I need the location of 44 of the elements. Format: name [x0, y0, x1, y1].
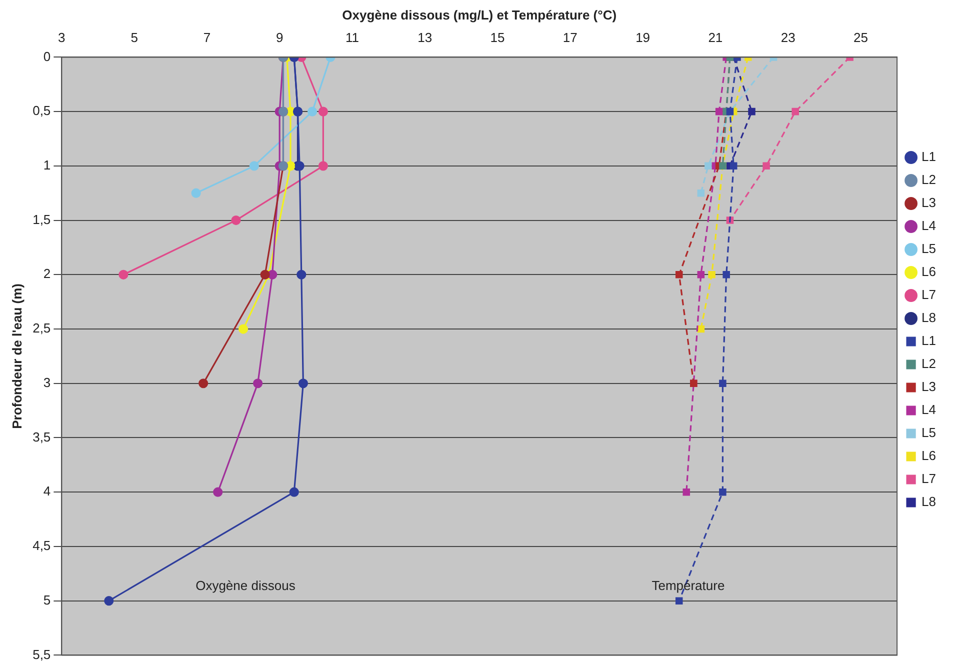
y-tick-label: 2: [43, 266, 51, 282]
x-tick-label: 9: [276, 30, 284, 45]
annotation: Température: [652, 578, 725, 594]
legend-label: L8: [922, 310, 936, 326]
legend-label: L4: [922, 218, 936, 234]
y-tick-label: 5,5: [32, 646, 51, 662]
y-tick-label: 1: [43, 158, 51, 173]
y-axis-title: Profondeur de l'eau (m): [9, 284, 24, 429]
legend-label: L2: [922, 172, 936, 188]
x-tick-label: 13: [418, 30, 432, 45]
y-tick-label: 1,5: [32, 212, 51, 227]
annotation: Oxygène dissous: [196, 578, 296, 594]
legend-label: L7: [922, 287, 936, 302]
y-tick-label: 0,5: [32, 103, 51, 118]
y-tick-label: 3,5: [32, 429, 51, 444]
y-tick-label: 5: [43, 592, 51, 608]
x-tick-label: 23: [780, 30, 796, 45]
legend-label: L6: [922, 264, 936, 280]
x-tick-label: 17: [562, 30, 578, 45]
x-axis-title: Oxygène dissous (mg/L) et Température (°C): [342, 7, 617, 22]
legend-label: L1: [922, 333, 936, 348]
y-tick-label: 4,5: [32, 538, 51, 554]
x-tick-label: 19: [636, 30, 650, 45]
x-tick-label: 7: [203, 30, 211, 45]
legend-label: L5: [922, 241, 936, 256]
legend-label: L5: [922, 425, 936, 440]
y-tick-label: 4: [43, 484, 51, 499]
y-tick-label: 0: [43, 48, 51, 64]
legend-label: L7: [922, 471, 936, 486]
legend-label: L8: [922, 494, 936, 510]
y-tick-label: 3: [43, 374, 51, 390]
y-tick-label: 2,5: [32, 320, 51, 336]
x-tick-label: 11: [345, 30, 359, 45]
x-tick-label: 15: [490, 30, 505, 45]
legend-label: L1: [922, 149, 936, 164]
legend-label: L3: [922, 195, 936, 210]
x-tick-label: 3: [58, 30, 66, 45]
legend-label: L2: [922, 356, 936, 372]
legend-label: L6: [922, 448, 936, 464]
x-tick-label: 21: [708, 30, 723, 45]
x-tick-label: 5: [130, 30, 138, 45]
x-tick-label: 25: [853, 30, 868, 45]
legend-label: L4: [922, 402, 936, 418]
legend-label: L3: [922, 379, 936, 394]
